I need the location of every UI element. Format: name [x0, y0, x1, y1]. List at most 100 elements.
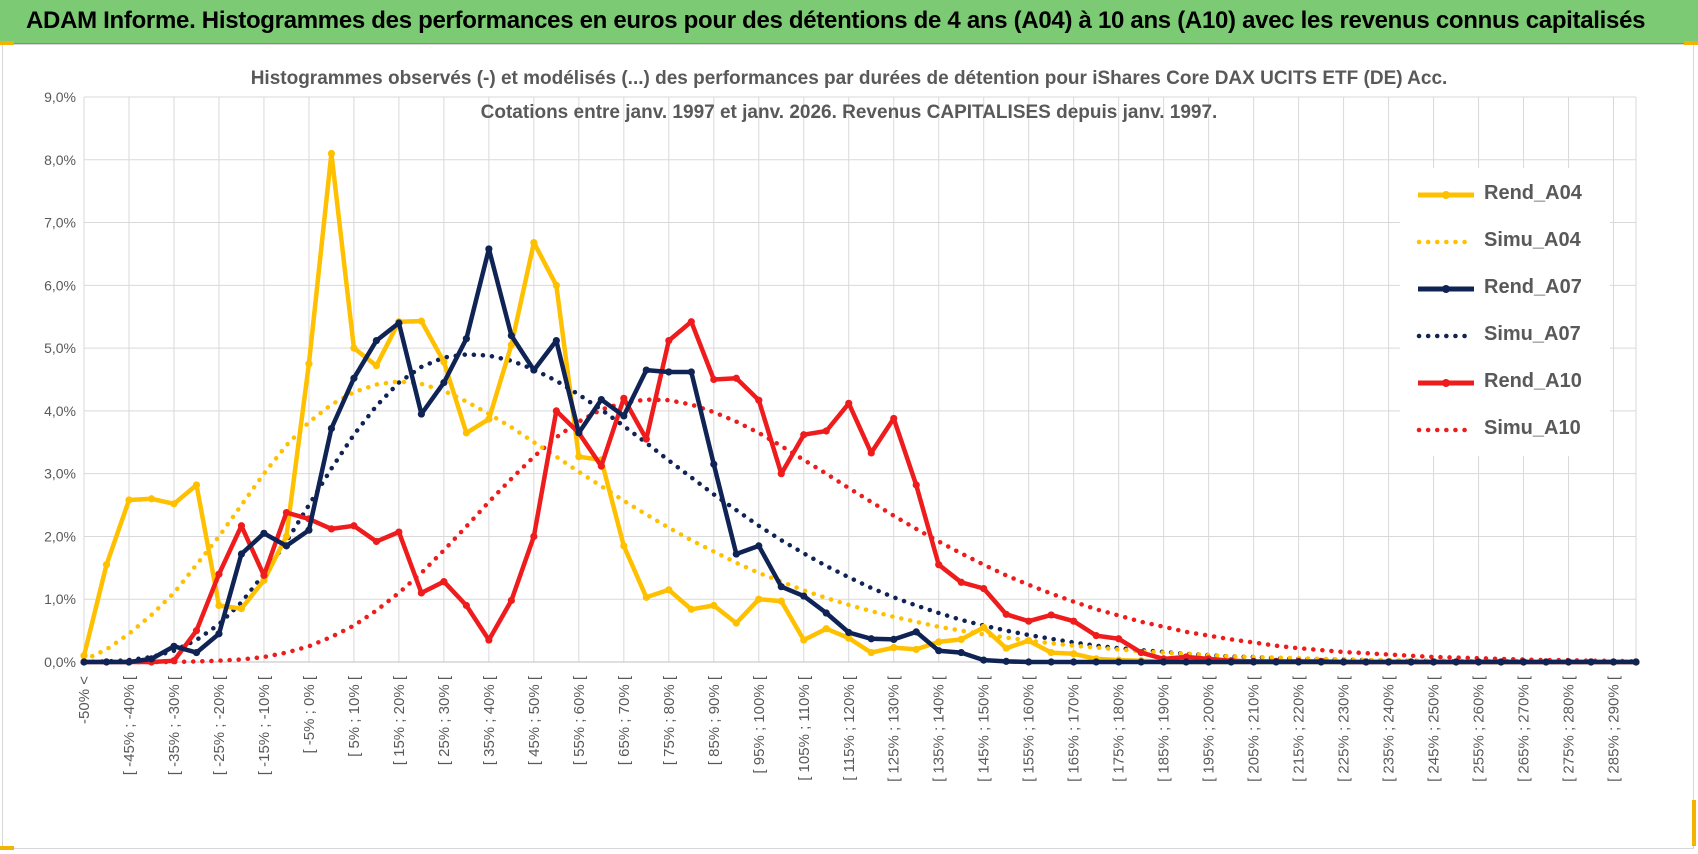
- data-point-rend-a10: [282, 508, 291, 517]
- data-point-rend-a07: [800, 592, 808, 600]
- x-tick-label: [ 95% ; 100% [: [751, 675, 768, 773]
- data-point-rend-a04: [1047, 648, 1055, 657]
- series-simu-a07: [81, 352, 1639, 665]
- series-lines: [80, 149, 1640, 666]
- x-tick-label: [ 155% ; 160% [: [1021, 675, 1038, 782]
- data-point-rend-a04: [417, 317, 425, 325]
- data-point-rend-a07: [732, 550, 740, 558]
- data-point-rend-a07: [1295, 658, 1303, 666]
- x-tick-label: [ -35% ; -30% [: [166, 675, 183, 775]
- legend-item-rend-a04: Rend_A04: [1416, 180, 1606, 210]
- x-tick-label: [ 15% ; 20% [: [391, 675, 408, 765]
- series-simu-a10: [81, 397, 1639, 665]
- data-point-rend-a07: [327, 424, 336, 433]
- data-point-rend-a10: [1115, 635, 1123, 643]
- data-point-rend-a07: [1227, 658, 1235, 666]
- x-tick-label: [ 285% ; 290% [: [1606, 675, 1623, 782]
- data-point-rend-a07: [1542, 658, 1550, 666]
- x-tick-label: [ 45% ; 50% [: [526, 675, 543, 765]
- data-point-rend-a07: [372, 336, 381, 345]
- data-point-rend-a04: [980, 623, 988, 632]
- data-point-rend-a10: [462, 601, 470, 610]
- y-tick-label: 1,0%: [44, 591, 76, 607]
- x-tick-label: [ 145% ; 150% [: [976, 675, 993, 782]
- data-point-rend-a07: [620, 412, 628, 420]
- data-point-rend-a04: [530, 239, 538, 247]
- data-point-rend-a04: [305, 360, 313, 368]
- data-point-rend-a04: [800, 636, 808, 644]
- legend-label-rend-a10: Rend_A10: [1484, 370, 1582, 392]
- data-point-rend-a07: [102, 658, 111, 666]
- data-point-rend-a04: [485, 415, 493, 423]
- data-point-rend-a04: [350, 344, 358, 352]
- data-point-rend-a07: [1070, 658, 1078, 666]
- data-point-rend-a04: [80, 652, 88, 660]
- data-point-rend-a10: [215, 570, 223, 578]
- data-point-rend-a10: [597, 462, 605, 470]
- data-point-rend-a04: [642, 593, 650, 601]
- y-tick-label: 8,0%: [44, 152, 76, 168]
- x-tick-label: [ 85% ; 90% [: [706, 675, 723, 765]
- data-point-rend-a10: [260, 571, 268, 579]
- data-point-rend-a10: [170, 657, 178, 665]
- data-point-rend-a04: [462, 429, 470, 437]
- data-point-rend-a10: [237, 522, 246, 530]
- data-point-rend-a10: [867, 449, 875, 457]
- data-point-rend-a07: [1205, 658, 1213, 666]
- data-point-rend-a10: [350, 522, 358, 530]
- x-tick-label: -50% <: [76, 676, 93, 724]
- x-tick-label: [ 35% ; 40% [: [481, 675, 498, 765]
- x-tick-label: [ 25% ; 30% [: [436, 675, 453, 765]
- x-tick-label: [ 255% ; 260% [: [1471, 675, 1488, 782]
- data-point-rend-a04: [732, 619, 740, 627]
- data-point-rend-a10: [1070, 617, 1078, 625]
- data-point-rend-a07: [417, 410, 425, 418]
- legend-label-rend-a04: Rend_A04: [1484, 182, 1582, 204]
- data-point-rend-a07: [845, 628, 853, 637]
- data-point-rend-a10: [417, 589, 425, 597]
- data-point-rend-a04: [845, 634, 853, 642]
- data-point-rend-a07: [935, 647, 943, 655]
- series-line-rend-a07: [84, 246, 1636, 665]
- x-tick-label: [ 265% ; 270% [: [1516, 675, 1533, 782]
- data-point-rend-a04: [755, 595, 763, 603]
- data-point-rend-a07: [710, 460, 718, 468]
- legend-label-rend-a07: Rend_A07: [1484, 276, 1582, 298]
- page-title: ADAM Informe. Histogrammes des performan…: [26, 7, 1646, 34]
- series-line-simu-a10: [81, 397, 1639, 665]
- data-point-rend-a07: [237, 550, 246, 558]
- series-rend-a07: [80, 245, 1640, 666]
- data-point-rend-a07: [912, 628, 920, 636]
- legend-swatch-rend-a07: [1418, 285, 1474, 293]
- data-point-rend-a04: [822, 625, 830, 633]
- y-tick-label: 2,0%: [44, 528, 76, 544]
- data-point-rend-a10: [777, 470, 785, 478]
- data-point-rend-a04: [102, 561, 111, 569]
- data-point-rend-a07: [462, 335, 470, 343]
- data-point-rend-a10: [890, 414, 898, 423]
- x-tick-label: [ 105% ; 110% [: [796, 675, 813, 781]
- data-point-rend-a10: [485, 636, 493, 644]
- legend-label-simu-a04: Simu_A04: [1484, 229, 1581, 251]
- data-point-rend-a07: [867, 635, 875, 643]
- x-tick-label: [ -25% ; -20% [: [211, 675, 228, 775]
- legend-item-rend-a10: Rend_A10: [1416, 368, 1606, 398]
- data-point-rend-a07: [687, 368, 695, 376]
- data-point-rend-a07: [957, 648, 965, 657]
- x-tick-label: [ 65% ; 70% [: [616, 675, 633, 765]
- data-point-rend-a04: [147, 495, 156, 503]
- data-point-rend-a04: [912, 645, 920, 654]
- x-tick-label: [ 135% ; 140% [: [931, 675, 948, 782]
- data-point-rend-a04: [957, 635, 965, 644]
- data-point-rend-a04: [575, 453, 583, 461]
- data-point-rend-a10: [192, 627, 201, 635]
- data-point-rend-a10: [642, 435, 650, 443]
- data-point-rend-a07: [125, 658, 133, 666]
- data-point-rend-a07: [755, 542, 763, 550]
- data-point-rend-a04: [1025, 637, 1033, 645]
- x-tick-label: [ 175% ; 180% [: [1111, 675, 1128, 782]
- data-point-rend-a10: [1047, 611, 1055, 619]
- data-point-rend-a07: [980, 656, 988, 664]
- data-point-rend-a10: [687, 318, 695, 326]
